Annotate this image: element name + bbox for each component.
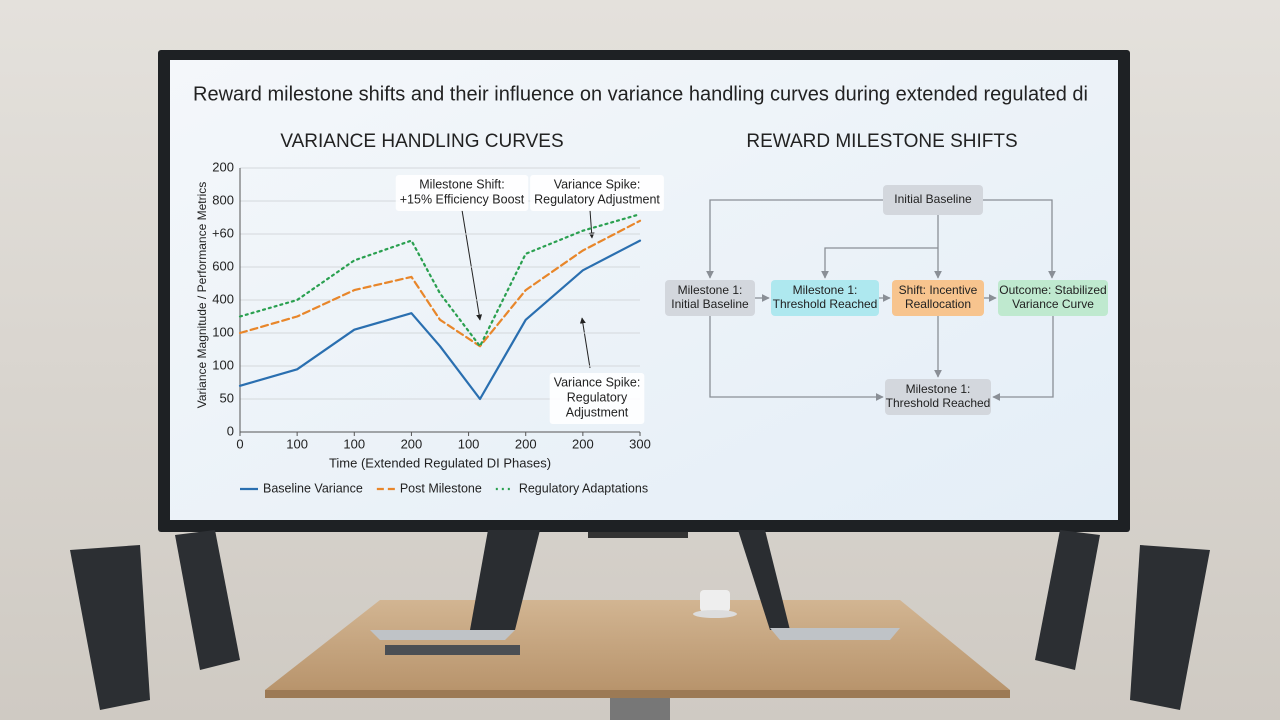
laptop-base: [370, 630, 515, 640]
node-label: Threshold Reached: [886, 396, 991, 410]
node-label: Initial Baseline: [671, 297, 749, 311]
y-tick-label: 100: [212, 324, 234, 339]
chair: [70, 545, 150, 710]
legend-label: Regulatory Adaptations: [519, 481, 648, 495]
y-tick-label: 0: [227, 423, 234, 438]
laptop-screen: [470, 530, 540, 630]
x-tick-label: 100: [458, 436, 480, 451]
x-axis-label: Time (Extended Regulated DI Phases): [329, 455, 551, 470]
annotation-box: [530, 175, 664, 211]
diagram-node: Initial Baseline: [883, 185, 983, 215]
laptop-screen: [738, 530, 790, 630]
table: [265, 600, 1010, 690]
y-axis-label: Variance Magnitude / Performance Metrics: [195, 182, 209, 409]
arrow: [706, 199, 883, 279]
annotation: Variance Spike:Regulatory Adjustment: [530, 175, 664, 211]
diagram-arrows: [706, 199, 1056, 401]
table-edge: [265, 690, 1010, 698]
node-label: Reallocation: [905, 297, 971, 311]
annotation-box: [549, 373, 645, 424]
annotation-text: Variance Spike:: [554, 375, 641, 389]
laptop-base: [770, 628, 900, 640]
diagram-node: Milestone 1:Threshold Reached: [771, 280, 879, 316]
annotation-text: Milestone Shift:: [419, 177, 504, 191]
node-label: Variance Curve: [1012, 297, 1094, 311]
y-tick-label: 200: [212, 159, 234, 174]
arrow: [579, 317, 591, 369]
annotation-text: Regulatory: [567, 390, 628, 404]
chair: [1130, 545, 1210, 710]
table-leg: [610, 698, 670, 720]
y-tick-label: 100: [212, 357, 234, 372]
arrow: [709, 316, 884, 401]
arrow: [588, 209, 595, 239]
y-tick-label: 400: [212, 291, 234, 306]
node-label: Milestone 1:: [678, 283, 743, 297]
node-label: Milestone 1:: [793, 283, 858, 297]
annotation-text: Regulatory Adjustment: [534, 192, 660, 206]
node-box: [892, 280, 984, 316]
node-label: Shift: Incentive: [899, 283, 978, 297]
annotation-arrows: [461, 209, 595, 369]
arrow: [992, 316, 1054, 401]
node-label: Initial Baseline: [894, 192, 972, 206]
node-label: Threshold Reached: [773, 297, 878, 311]
series-line: [238, 239, 642, 401]
node-box: [665, 280, 755, 316]
node-box: [885, 379, 991, 415]
cup: [700, 590, 730, 612]
annotation-text: +15% Efficiency Boost: [400, 192, 525, 206]
y-tick-label: 600: [212, 258, 234, 273]
x-tick-label: 200: [572, 436, 594, 451]
node-box: [883, 185, 983, 215]
node-box: [771, 280, 879, 316]
annotation-text: Variance Spike:: [554, 177, 641, 191]
y-tick-label: +60: [212, 225, 234, 240]
y-tick-label: 800: [212, 192, 234, 207]
diagram-node: Milestone 1:Threshold Reached: [885, 379, 991, 415]
y-tick-label: 50: [220, 390, 234, 405]
annotation: Milestone Shift:+15% Efficiency Boost: [395, 175, 529, 211]
notebook: [385, 645, 520, 655]
x-tick-label: 300: [629, 436, 651, 451]
annotation-text: Adjustment: [566, 405, 629, 419]
arrow: [461, 209, 483, 321]
legend-label: Baseline Variance: [263, 481, 363, 495]
diagram-node: Milestone 1:Initial Baseline: [665, 280, 755, 316]
chart-title: VARIANCE HANDLING CURVES: [280, 131, 563, 152]
series-line: [238, 219, 642, 348]
diagram-title: REWARD MILESTONE SHIFTS: [746, 131, 1017, 152]
chair: [175, 530, 240, 670]
x-tick-label: 100: [343, 436, 365, 451]
x-tick-label: 200: [401, 436, 423, 451]
annotation-box: [395, 175, 529, 211]
node-box: [998, 280, 1108, 316]
page-title: Reward milestone shifts and their influe…: [193, 83, 1088, 105]
saucer: [693, 610, 737, 618]
chair: [1035, 530, 1100, 670]
arrow: [821, 247, 938, 279]
node-label: Outcome: Stabilized: [999, 283, 1106, 297]
screen-mount: [588, 532, 688, 538]
x-tick-label: 0: [236, 436, 243, 451]
node-label: Milestone 1:: [906, 382, 971, 396]
x-tick-label: 100: [286, 436, 308, 451]
legend-label: Post Milestone: [400, 481, 482, 495]
arrow: [983, 199, 1056, 279]
x-tick-label: 200: [515, 436, 537, 451]
